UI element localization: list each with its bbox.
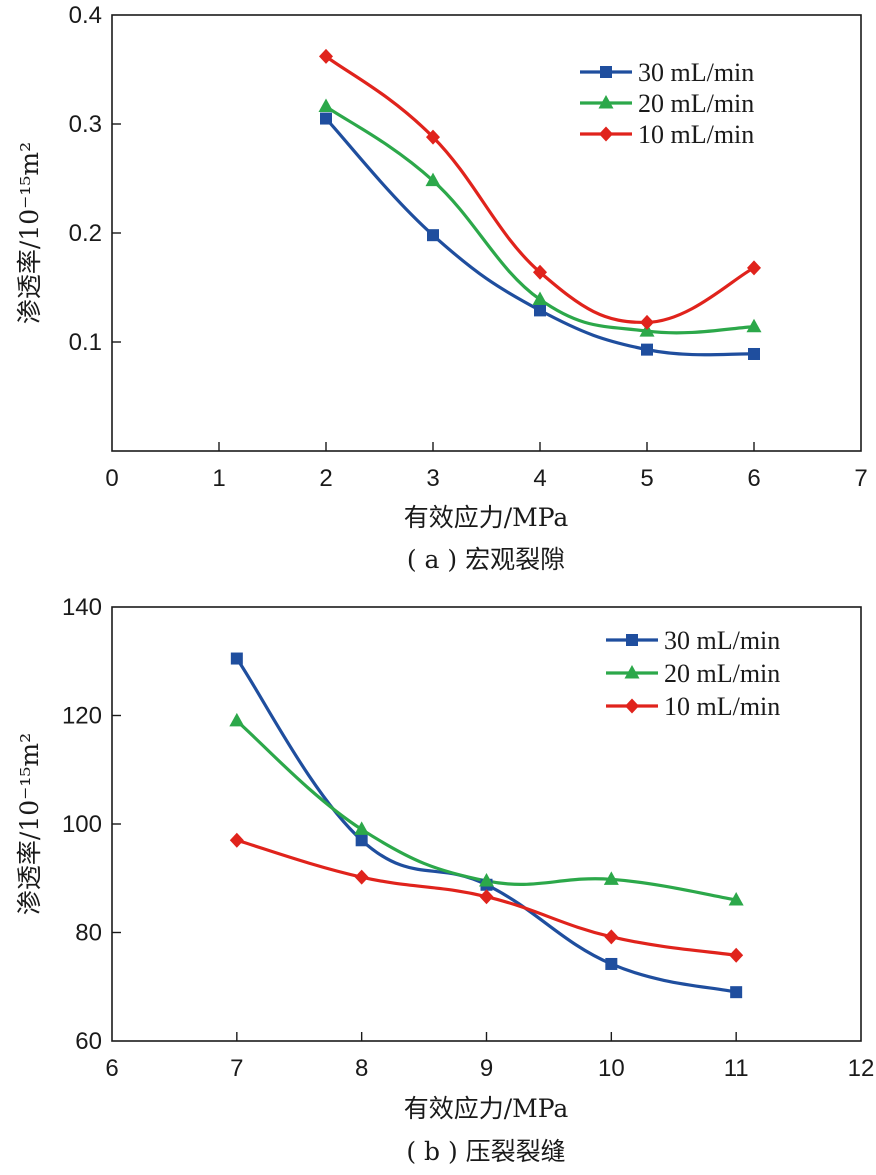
data-point bbox=[747, 260, 761, 276]
y-tick-label: 0.3 bbox=[69, 111, 102, 138]
series-markers bbox=[318, 48, 762, 360]
x-tick-label: 8 bbox=[355, 1055, 368, 1082]
x-tick-label: 12 bbox=[848, 1055, 875, 1082]
panel-caption: ( b ) 压裂裂缝 bbox=[406, 1137, 565, 1166]
y-tick-labels: 0.1 0.2 0.3 0.4 bbox=[69, 2, 121, 356]
data-point bbox=[354, 869, 369, 885]
y-tick-label: 0.2 bbox=[69, 220, 102, 247]
data-point bbox=[427, 229, 439, 242]
y-tick-labels: 60 80 100 120 140 bbox=[62, 594, 121, 1055]
legend-label: 30 mL/min bbox=[638, 58, 754, 87]
y-tick-label: 100 bbox=[62, 811, 102, 838]
data-point bbox=[729, 947, 744, 963]
x-tick-label: 9 bbox=[480, 1055, 493, 1082]
y-axis-title: 渗透率/10⁻¹⁵m² bbox=[15, 142, 44, 324]
y-axis-title: 渗透率/10⁻¹⁵m² bbox=[15, 733, 44, 915]
y-tick-label: 0.1 bbox=[69, 329, 102, 356]
chart-panel-b: 6 7 8 9 10 11 12 60 80 100 120 140 30 mL/min 20 mL/… bbox=[15, 594, 874, 1166]
data-point bbox=[479, 872, 494, 887]
series-markers bbox=[229, 652, 744, 999]
y-tick-label: 140 bbox=[62, 594, 102, 621]
legend-label: 10 mL/min bbox=[638, 120, 754, 149]
data-point bbox=[320, 112, 332, 125]
x-axis-title: 有效应力/MPa bbox=[404, 1094, 569, 1123]
x-tick-label: 11 bbox=[724, 1055, 749, 1082]
data-point bbox=[746, 318, 762, 333]
data-point bbox=[605, 957, 618, 970]
x-tick-labels: 6 7 8 9 10 11 12 bbox=[105, 1032, 874, 1082]
legend-marker bbox=[600, 66, 612, 78]
x-tick-label: 1 bbox=[212, 465, 225, 492]
legend-label: 20 mL/min bbox=[638, 89, 754, 118]
y-tick-label: 80 bbox=[75, 920, 102, 947]
data-point bbox=[318, 98, 334, 113]
legend-marker bbox=[598, 95, 614, 109]
data-point bbox=[354, 821, 370, 835]
data-point bbox=[319, 48, 333, 64]
data-point bbox=[533, 264, 547, 280]
data-point bbox=[230, 652, 243, 665]
x-tick-label: 6 bbox=[747, 465, 760, 492]
data-point bbox=[640, 314, 654, 330]
data-point bbox=[229, 712, 245, 727]
x-tick-labels: 0 1 2 3 4 5 6 7 bbox=[105, 442, 868, 492]
x-tick-label: 0 bbox=[105, 465, 118, 492]
legend: 30 mL/min 20 mL/min 10 mL/min bbox=[606, 626, 780, 721]
data-point bbox=[641, 343, 653, 356]
legend-label: 30 mL/min bbox=[664, 626, 780, 655]
legend-marker bbox=[599, 126, 613, 142]
series-lines bbox=[235, 656, 738, 994]
y-tick-label: 0.4 bbox=[69, 2, 102, 29]
data-point bbox=[603, 871, 619, 885]
x-axis-title: 有效应力/MPa bbox=[404, 503, 569, 532]
series-line bbox=[324, 116, 756, 357]
data-point bbox=[532, 291, 548, 305]
data-point bbox=[229, 832, 244, 848]
data-point bbox=[604, 929, 619, 945]
legend-marker bbox=[626, 634, 638, 646]
data-point bbox=[355, 834, 368, 847]
data-point bbox=[728, 891, 744, 906]
data-point bbox=[426, 129, 440, 145]
data-point bbox=[730, 986, 743, 999]
series-line bbox=[324, 104, 756, 335]
x-tick-label: 6 bbox=[105, 1055, 118, 1082]
legend-marker bbox=[624, 665, 640, 679]
x-tick-label: 5 bbox=[640, 465, 653, 492]
data-point bbox=[425, 172, 441, 187]
y-tick-label: 60 bbox=[75, 1028, 102, 1055]
legend-label: 20 mL/min bbox=[664, 659, 780, 688]
series-line bbox=[235, 656, 738, 994]
x-tick-label: 7 bbox=[854, 465, 867, 492]
x-tick-label: 4 bbox=[533, 465, 546, 492]
x-tick-label: 10 bbox=[598, 1055, 625, 1082]
data-point bbox=[534, 304, 546, 317]
legend-label: 10 mL/min bbox=[664, 692, 780, 721]
panel-caption: ( a ) 宏观裂隙 bbox=[407, 545, 565, 574]
y-tick-label: 120 bbox=[62, 703, 102, 730]
data-point bbox=[479, 889, 494, 905]
data-point bbox=[748, 347, 760, 360]
x-tick-label: 7 bbox=[230, 1055, 243, 1082]
legend-marker bbox=[625, 698, 639, 714]
x-tick-label: 2 bbox=[319, 465, 332, 492]
x-tick-label: 3 bbox=[426, 465, 439, 492]
